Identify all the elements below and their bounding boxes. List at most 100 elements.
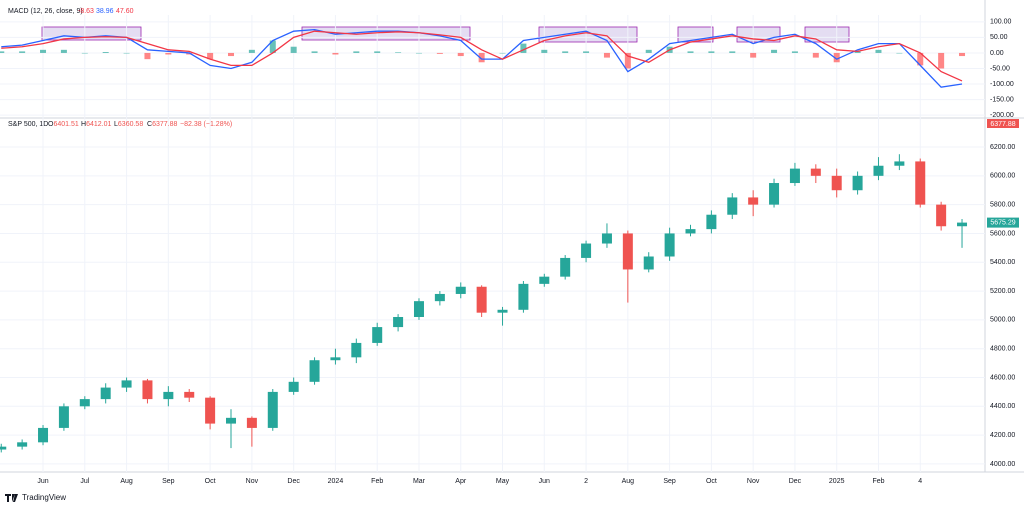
x-tick-label: Oct — [706, 478, 717, 485]
x-tick-label: Aug — [622, 478, 635, 485]
candle-body — [601, 233, 612, 244]
candle-body — [393, 316, 404, 328]
candle-body — [288, 381, 299, 392]
histogram-bar — [40, 49, 47, 53]
macd-title: MACD (12, 26, close, 9) — [8, 8, 83, 15]
x-tick-label: 4 — [918, 478, 922, 485]
histogram-bar — [228, 52, 235, 57]
last-price-label: 5675.29 — [990, 219, 1015, 226]
y-tick-label: 4200.00 — [990, 432, 1015, 439]
histogram-bar — [791, 51, 798, 53]
candle-body — [121, 380, 132, 388]
x-tick-label: 2 — [584, 478, 588, 485]
histogram-bar — [917, 52, 924, 66]
ohlc-value: 6412.01 — [86, 121, 111, 128]
candle-body — [685, 229, 696, 234]
candle-body — [58, 406, 69, 428]
x-tick-label: 2024 — [328, 478, 344, 485]
candle-body — [622, 233, 633, 270]
branding: TradingView — [22, 493, 66, 502]
x-tick-label: Jun — [37, 478, 48, 485]
candle-body — [852, 175, 863, 191]
x-tick-label: Feb — [872, 478, 884, 485]
ohlc-value: 6377.88 — [152, 121, 177, 128]
candle-body — [455, 286, 466, 294]
histogram-bar — [812, 52, 819, 58]
ohlc-key: H — [81, 121, 86, 128]
histogram-bar — [290, 46, 297, 53]
histogram-bar — [959, 52, 966, 57]
y-tick-label: 0.00 — [990, 50, 1004, 57]
ohlc-item: O6401.51 — [48, 121, 79, 128]
x-tick-label: Nov — [246, 478, 259, 485]
candle-body — [915, 161, 926, 205]
x-tick-label: Jun — [539, 478, 550, 485]
histogram-bar — [833, 52, 840, 63]
macd-line — [1, 30, 963, 82]
candle-body — [267, 391, 278, 428]
y-tick-label: 5800.00 — [990, 201, 1015, 208]
histogram-bar — [332, 52, 339, 55]
histogram-bar — [875, 49, 882, 53]
candle-body — [226, 417, 237, 424]
candle-body — [351, 342, 362, 358]
candle-body — [748, 197, 759, 205]
x-tick-label: Feb — [371, 478, 383, 485]
histogram-bar — [499, 52, 506, 54]
histogram-bar — [0, 51, 5, 53]
candle-body — [936, 204, 947, 227]
y-tick-label: 5400.00 — [990, 259, 1015, 266]
candle-body — [330, 357, 341, 361]
ohlc-item: H6412.01 — [81, 121, 111, 128]
header-price-tag — [987, 119, 1019, 128]
x-tick-label: Jul — [80, 478, 89, 485]
candle-body — [434, 293, 445, 302]
histogram-bar — [102, 52, 109, 53]
candle-body — [831, 175, 842, 191]
logo-icon — [5, 494, 18, 502]
x-tick-label: Aug — [120, 478, 133, 485]
histogram-bar — [541, 49, 548, 53]
ohlc-item: C6377.88 — [147, 121, 177, 128]
candle-body — [769, 183, 780, 205]
candle-body — [581, 243, 592, 258]
macd-signal-value: 47.60 — [116, 8, 134, 15]
y-tick-label: 4600.00 — [990, 374, 1015, 381]
histogram-bar — [19, 51, 26, 53]
histogram-bar — [687, 51, 694, 53]
ohlc-value: 6360.58 — [118, 121, 143, 128]
histogram-bar — [520, 43, 527, 53]
candle-body — [17, 442, 28, 447]
x-tick-label: Oct — [205, 478, 216, 485]
histogram-bar — [729, 51, 736, 53]
histogram-bar — [81, 52, 88, 54]
y-tick-label: -50.00 — [990, 65, 1010, 72]
candle-body — [810, 168, 821, 176]
histogram-bar — [144, 52, 151, 60]
y-tick-label: 100.00 — [990, 19, 1012, 26]
histogram-bar — [562, 51, 569, 53]
candle-body — [539, 276, 550, 284]
histogram-bar — [624, 52, 631, 69]
candle-body — [372, 327, 383, 343]
header-price-label: 6377.88 — [990, 121, 1015, 128]
ohlc-key: L — [114, 121, 118, 128]
x-tick-label: Dec — [789, 478, 802, 485]
candle-body — [100, 387, 111, 400]
ohlc-key: O — [48, 121, 54, 128]
candle-body — [142, 380, 153, 400]
histogram-bar — [645, 49, 652, 53]
histogram-bar — [457, 52, 464, 57]
histogram-bar — [186, 52, 193, 55]
histogram-bar — [708, 51, 715, 53]
candle-body — [873, 165, 884, 176]
candle-body — [38, 427, 49, 443]
candle-body — [163, 391, 174, 400]
candle-body — [706, 214, 717, 230]
macd-hist-value: -8.63 — [78, 8, 94, 15]
y-tick-label: 4000.00 — [990, 461, 1015, 468]
highlight-box — [538, 26, 638, 43]
x-tick-label: 2025 — [829, 478, 845, 485]
